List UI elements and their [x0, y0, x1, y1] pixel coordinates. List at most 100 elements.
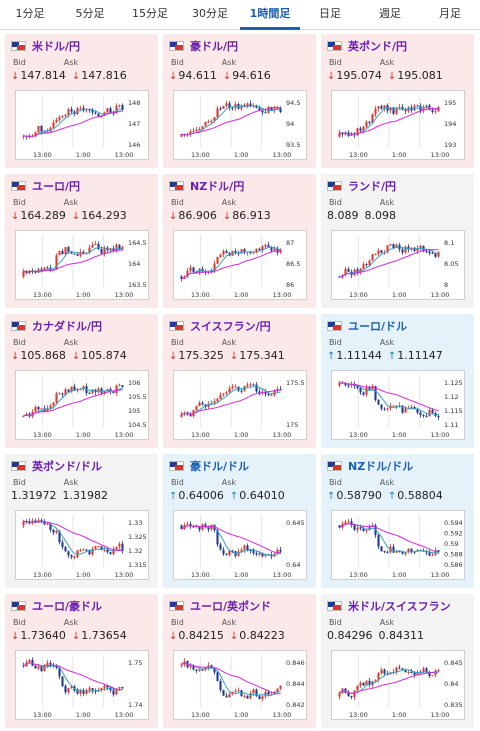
candle — [255, 553, 258, 555]
currency-card[interactable]: 米ドル/スイスフラン Bid Ask 0.84296 0.84311 0.845 0.84 0… — [321, 594, 474, 728]
candle — [22, 271, 25, 277]
pair-name[interactable]: 豪ドル/円 — [190, 40, 239, 53]
pair-name[interactable]: NZドル/円 — [190, 180, 245, 193]
arrow-down-icon: ↓ — [169, 71, 178, 82]
price-row: ↓0.84215 ↓0.84223 — [169, 629, 285, 642]
currency-card[interactable]: NZドル/ドル Bid Ask ↑0.58790 ↑0.58804 0.594 0.592 0… — [321, 454, 474, 588]
mini-chart[interactable]: 1.33 1.325 1.32 1.315 13:00 1:00 13:00 — [15, 510, 149, 580]
candle — [195, 129, 198, 131]
tab-2[interactable]: 15分足 — [132, 7, 168, 20]
chart-svg: 87 86.5 86 13:00 1:00 13:00 — [180, 235, 300, 299]
mini-chart[interactable]: 0.845 0.84 0.835 13:00 1:00 13:00 — [331, 650, 465, 720]
candle — [64, 115, 67, 117]
pair-name[interactable]: ユーロ/豪ドル — [32, 600, 103, 613]
candle — [213, 667, 216, 673]
y-tick-label: 0.84 — [444, 680, 458, 688]
candle — [109, 552, 112, 555]
candle — [58, 393, 61, 395]
candle — [401, 249, 404, 253]
mini-chart[interactable]: 164.5 164 163.5 13:00 1:00 13:00 — [15, 230, 149, 300]
currency-card[interactable]: 米ドル/円 Bid Ask ↓147.814 ↓147.816 148 147 146 13:0… — [5, 34, 158, 168]
card-header: NZドル/円 — [169, 179, 244, 193]
pair-name[interactable]: 豪ドル/ドル — [190, 460, 250, 473]
currency-card[interactable]: ユーロ/円 Bid Ask ↓164.289 ↓164.293 164.5 164 163.5… — [5, 174, 158, 308]
card-header: ランド/円 — [327, 179, 396, 193]
bid-price: ↑0.58790 — [327, 489, 382, 502]
candle — [407, 246, 410, 250]
pair-name[interactable]: NZドル/ドル — [348, 460, 414, 473]
price-row: ↓105.868 ↓105.874 — [11, 349, 127, 362]
candle — [189, 414, 192, 417]
pair-name[interactable]: カナダドル/円 — [32, 320, 103, 333]
bid-price: ↓164.289 — [11, 209, 66, 222]
x-tick-label: 1:00 — [76, 571, 91, 579]
arrow-down-icon: ↓ — [169, 631, 178, 642]
arrow-down-icon: ↓ — [222, 211, 232, 222]
tab-0[interactable]: 1分足 — [15, 7, 45, 20]
flag-icon — [169, 461, 184, 471]
currency-card[interactable]: ランド/円 Bid Ask 8.089 8.098 8.1 8.05 8 13:00 1:00 13… — [321, 174, 474, 308]
mini-chart[interactable]: 106 105.5 105 104.5 13:00 1:00 13:00 — [15, 370, 149, 440]
candle — [404, 408, 407, 413]
candle — [73, 253, 76, 255]
mini-chart[interactable]: 87 86.5 86 13:00 1:00 13:00 — [173, 230, 307, 300]
tab-3[interactable]: 30分足 — [192, 7, 228, 20]
mini-chart[interactable]: 0.645 0.64 13:00 1:00 13:00 — [173, 510, 307, 580]
pair-name[interactable]: 英ポンド/ドル — [32, 460, 103, 473]
currency-card[interactable]: カナダドル/円 Bid Ask ↓105.868 ↓105.874 106 105.5 105… — [5, 314, 158, 448]
ma-short-line — [339, 245, 439, 278]
y-tick-label: 0.645 — [286, 519, 305, 527]
currency-card[interactable]: 英ポンド/ドル Bid Ask 1.31972 1.31982 1.33 1.325 1.32… — [5, 454, 158, 588]
ask-label: Ask — [63, 618, 79, 627]
tab-7[interactable]: 月足 — [439, 7, 461, 20]
pair-name[interactable]: ランド/円 — [348, 180, 397, 193]
candle — [258, 248, 261, 251]
chart-svg: 8.1 8.05 8 13:00 1:00 13:00 — [338, 235, 458, 299]
y-tick-label: 93.5 — [286, 141, 300, 149]
mini-chart[interactable]: 0.846 0.844 0.842 13:00 1:00 13:00 — [173, 650, 307, 720]
currency-card[interactable]: ユーロ/英ポンド Bid Ask ↓0.84215 ↓0.84223 0.846 0.844… — [163, 594, 316, 728]
candle — [106, 685, 109, 688]
candle — [106, 388, 109, 392]
currency-card[interactable]: 英ポンド/円 Bid Ask ↓195.074 ↓195.081 195 194 193 13:… — [321, 34, 474, 168]
tab-1[interactable]: 5分足 — [75, 7, 105, 20]
candle — [431, 675, 434, 677]
currency-card[interactable]: 豪ドル/円 Bid Ask ↓94.611 ↓94.616 94.5 94 93.5 13:00… — [163, 34, 316, 168]
flag-icon — [169, 321, 184, 331]
pair-name[interactable]: 米ドル/円 — [32, 40, 81, 53]
currency-card[interactable]: ユーロ/豪ドル Bid Ask ↓1.73640 ↓1.73654 1.75 1.74 13:… — [5, 594, 158, 728]
tab-5[interactable]: 日足 — [319, 7, 341, 20]
currency-card[interactable]: NZドル/円 Bid Ask ↓86.906 ↓86.913 87 86.5 86 13:00 1… — [163, 174, 316, 308]
mini-chart[interactable]: 94.5 94 93.5 13:00 1:00 13:00 — [173, 90, 307, 160]
mini-chart[interactable]: 0.594 0.592 0.59 0.588 0.586 13:00 1:00 13:00 — [331, 510, 465, 580]
pair-name[interactable]: ユーロ/英ポンド — [190, 600, 272, 613]
chart-svg: 1.75 1.74 13:00 1:00 13:00 — [22, 655, 142, 719]
candle — [195, 526, 198, 528]
mini-chart[interactable]: 195 194 193 13:00 1:00 13:00 — [331, 90, 465, 160]
currency-card[interactable]: ユーロ/ドル Bid Ask ↑1.11144 ↑1.11147 1.125 1.12 1.1… — [321, 314, 474, 448]
currency-card[interactable]: スイスフラン/円 Bid Ask ↓175.325 ↓175.341 175.5 175 13… — [163, 314, 316, 448]
candle — [198, 526, 201, 530]
arrow-down-icon: ↓ — [11, 351, 20, 362]
x-tick-label: 1:00 — [76, 711, 91, 719]
candle — [368, 387, 371, 390]
candle — [100, 249, 103, 254]
pair-name[interactable]: 英ポンド/円 — [348, 40, 408, 53]
mini-chart[interactable]: 8.1 8.05 8 13:00 1:00 13:00 — [331, 230, 465, 300]
tab-6[interactable]: 週足 — [379, 7, 401, 20]
mini-chart[interactable]: 1.125 1.12 1.115 1.11 13:00 1:00 13:00 — [331, 370, 465, 440]
candle — [115, 546, 118, 550]
pair-name[interactable]: スイスフラン/円 — [190, 320, 271, 333]
currency-card[interactable]: 豪ドル/ドル Bid Ask ↑0.64006 ↑0.64010 0.645 0.64 13:… — [163, 454, 316, 588]
pair-name[interactable]: 米ドル/スイスフラン — [348, 600, 451, 613]
candle — [371, 254, 374, 261]
pair-name[interactable]: ユーロ/ドル — [348, 320, 408, 333]
candle — [106, 108, 109, 113]
arrow-down-icon: ↓ — [71, 351, 81, 362]
mini-chart[interactable]: 175.5 175 13:00 1:00 13:00 — [173, 370, 307, 440]
mini-chart[interactable]: 1.75 1.74 13:00 1:00 13:00 — [15, 650, 149, 720]
mini-chart[interactable]: 148 147 146 13:00 1:00 13:00 — [15, 90, 149, 160]
pair-name[interactable]: ユーロ/円 — [32, 180, 81, 193]
card-header: NZドル/ドル — [327, 459, 413, 473]
tab-4[interactable]: 1時間足 — [240, 0, 300, 30]
